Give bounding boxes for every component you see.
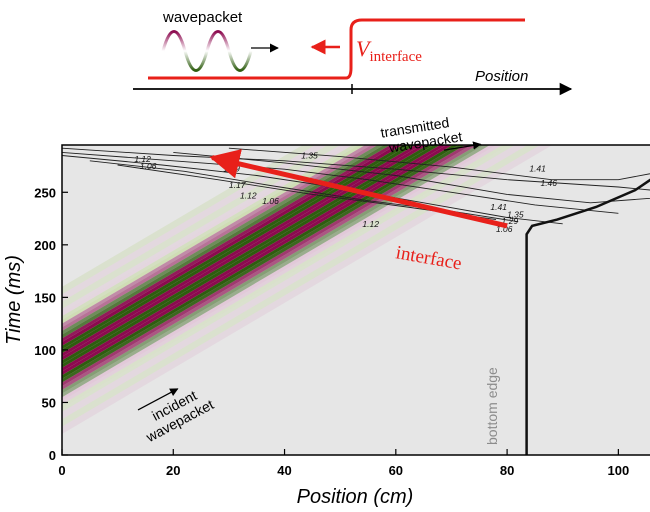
wave-band bbox=[62, 145, 547, 431]
wave-band bbox=[62, 145, 515, 412]
x-tick-label: 60 bbox=[389, 463, 403, 478]
wavepacket-sine bbox=[161, 30, 253, 72]
contour-line bbox=[228, 147, 650, 181]
region-beyond-edge bbox=[529, 172, 650, 455]
wave-band bbox=[62, 145, 490, 398]
wave-band bbox=[62, 145, 466, 383]
interface-symbol: V bbox=[356, 36, 372, 61]
contour-label: 1.12 bbox=[240, 191, 257, 201]
wave-band bbox=[62, 145, 453, 376]
contour-label: 1.41 bbox=[529, 163, 546, 173]
incident-direction-arrow bbox=[137, 388, 179, 411]
wave-band bbox=[62, 145, 509, 409]
wave-band bbox=[62, 145, 341, 309]
wave-band bbox=[62, 145, 472, 387]
y-tick-label: 100 bbox=[34, 343, 56, 358]
wave-band bbox=[62, 145, 384, 335]
wave-band bbox=[62, 145, 428, 361]
x-tick-label: 20 bbox=[166, 463, 180, 478]
y-tick-label: 250 bbox=[34, 185, 56, 200]
wave-band bbox=[62, 145, 378, 331]
contour-label: 1.41 bbox=[490, 202, 507, 212]
wave-band bbox=[62, 145, 478, 390]
wave-band bbox=[62, 145, 372, 328]
contour-label: 1.12 bbox=[134, 154, 151, 164]
x-tick-label: 40 bbox=[277, 463, 291, 478]
wave-band bbox=[62, 145, 403, 346]
y-axis-label: Time (ms) bbox=[3, 255, 25, 345]
wave-band bbox=[62, 145, 359, 320]
schematic: wavepacket Vinterface Position bbox=[133, 9, 573, 96]
x-tick-label: 0 bbox=[58, 463, 65, 478]
contour-label: 1.06 bbox=[496, 224, 513, 234]
contour-label: 1.17 bbox=[229, 180, 246, 190]
interface-velocity-label: Vinterface bbox=[356, 36, 422, 65]
contour-label: 1.35 bbox=[507, 210, 524, 220]
wave-band bbox=[62, 145, 447, 372]
wave-band bbox=[62, 145, 353, 317]
y-tick-label: 150 bbox=[34, 290, 56, 305]
x-tick-label: 80 bbox=[500, 463, 514, 478]
contour-label: 1.29 bbox=[502, 216, 519, 226]
wave-band bbox=[62, 145, 540, 427]
axes: 0 20 40 60 80 100 0 50 100 150 200 250 Position (c… bbox=[3, 185, 629, 508]
contour-line bbox=[89, 160, 519, 223]
wave-band bbox=[62, 145, 497, 401]
wave-band bbox=[62, 145, 434, 365]
wave-band bbox=[62, 145, 503, 405]
wavepacket-label: wavepacket bbox=[162, 9, 243, 26]
x-tick-label: 100 bbox=[608, 463, 630, 478]
transmitted-direction-arrow bbox=[444, 141, 482, 151]
x-axis-ticks: 0 20 40 60 80 100 bbox=[58, 449, 629, 478]
wave-band bbox=[62, 145, 422, 357]
contour-label: 1.06 bbox=[262, 196, 279, 206]
wavefield bbox=[62, 145, 650, 455]
interface-potential-step bbox=[148, 18, 525, 80]
wave-band bbox=[62, 145, 459, 379]
x-axis-label: Position (cm) bbox=[297, 486, 414, 508]
y-tick-label: 0 bbox=[49, 448, 56, 463]
wave-band bbox=[62, 145, 416, 354]
y-tick-label: 50 bbox=[42, 395, 56, 410]
wave-band bbox=[62, 145, 528, 420]
interface-subscript: interface bbox=[369, 49, 422, 65]
plot-frame bbox=[61, 144, 650, 456]
wave-band bbox=[62, 145, 553, 434]
contour-label: 1.46 bbox=[540, 178, 557, 188]
wave-band bbox=[62, 145, 522, 416]
plot-area: 1.121.061.351.291.171.121.061.411.461.41… bbox=[61, 144, 650, 456]
contour-label: 1.12 bbox=[362, 219, 379, 229]
interface-arrow bbox=[209, 149, 508, 229]
wave-band bbox=[62, 145, 484, 394]
bottom-edge-line bbox=[525, 178, 650, 455]
wave-band bbox=[62, 145, 534, 423]
y-axis-ticks: 0 50 100 150 200 250 bbox=[34, 185, 68, 463]
position-label: Position bbox=[475, 68, 528, 85]
wave-band bbox=[62, 145, 366, 324]
contour-line bbox=[62, 147, 650, 191]
wave-band bbox=[62, 145, 347, 313]
wave-band bbox=[62, 145, 441, 368]
y-tick-label: 200 bbox=[34, 238, 56, 253]
contour-label: 1.06 bbox=[140, 161, 157, 171]
contour-line bbox=[62, 151, 619, 214]
contour-line bbox=[173, 151, 650, 204]
bottom-edge-label: bottom edge bbox=[484, 367, 500, 445]
contour-label: 1.35 bbox=[301, 151, 318, 161]
